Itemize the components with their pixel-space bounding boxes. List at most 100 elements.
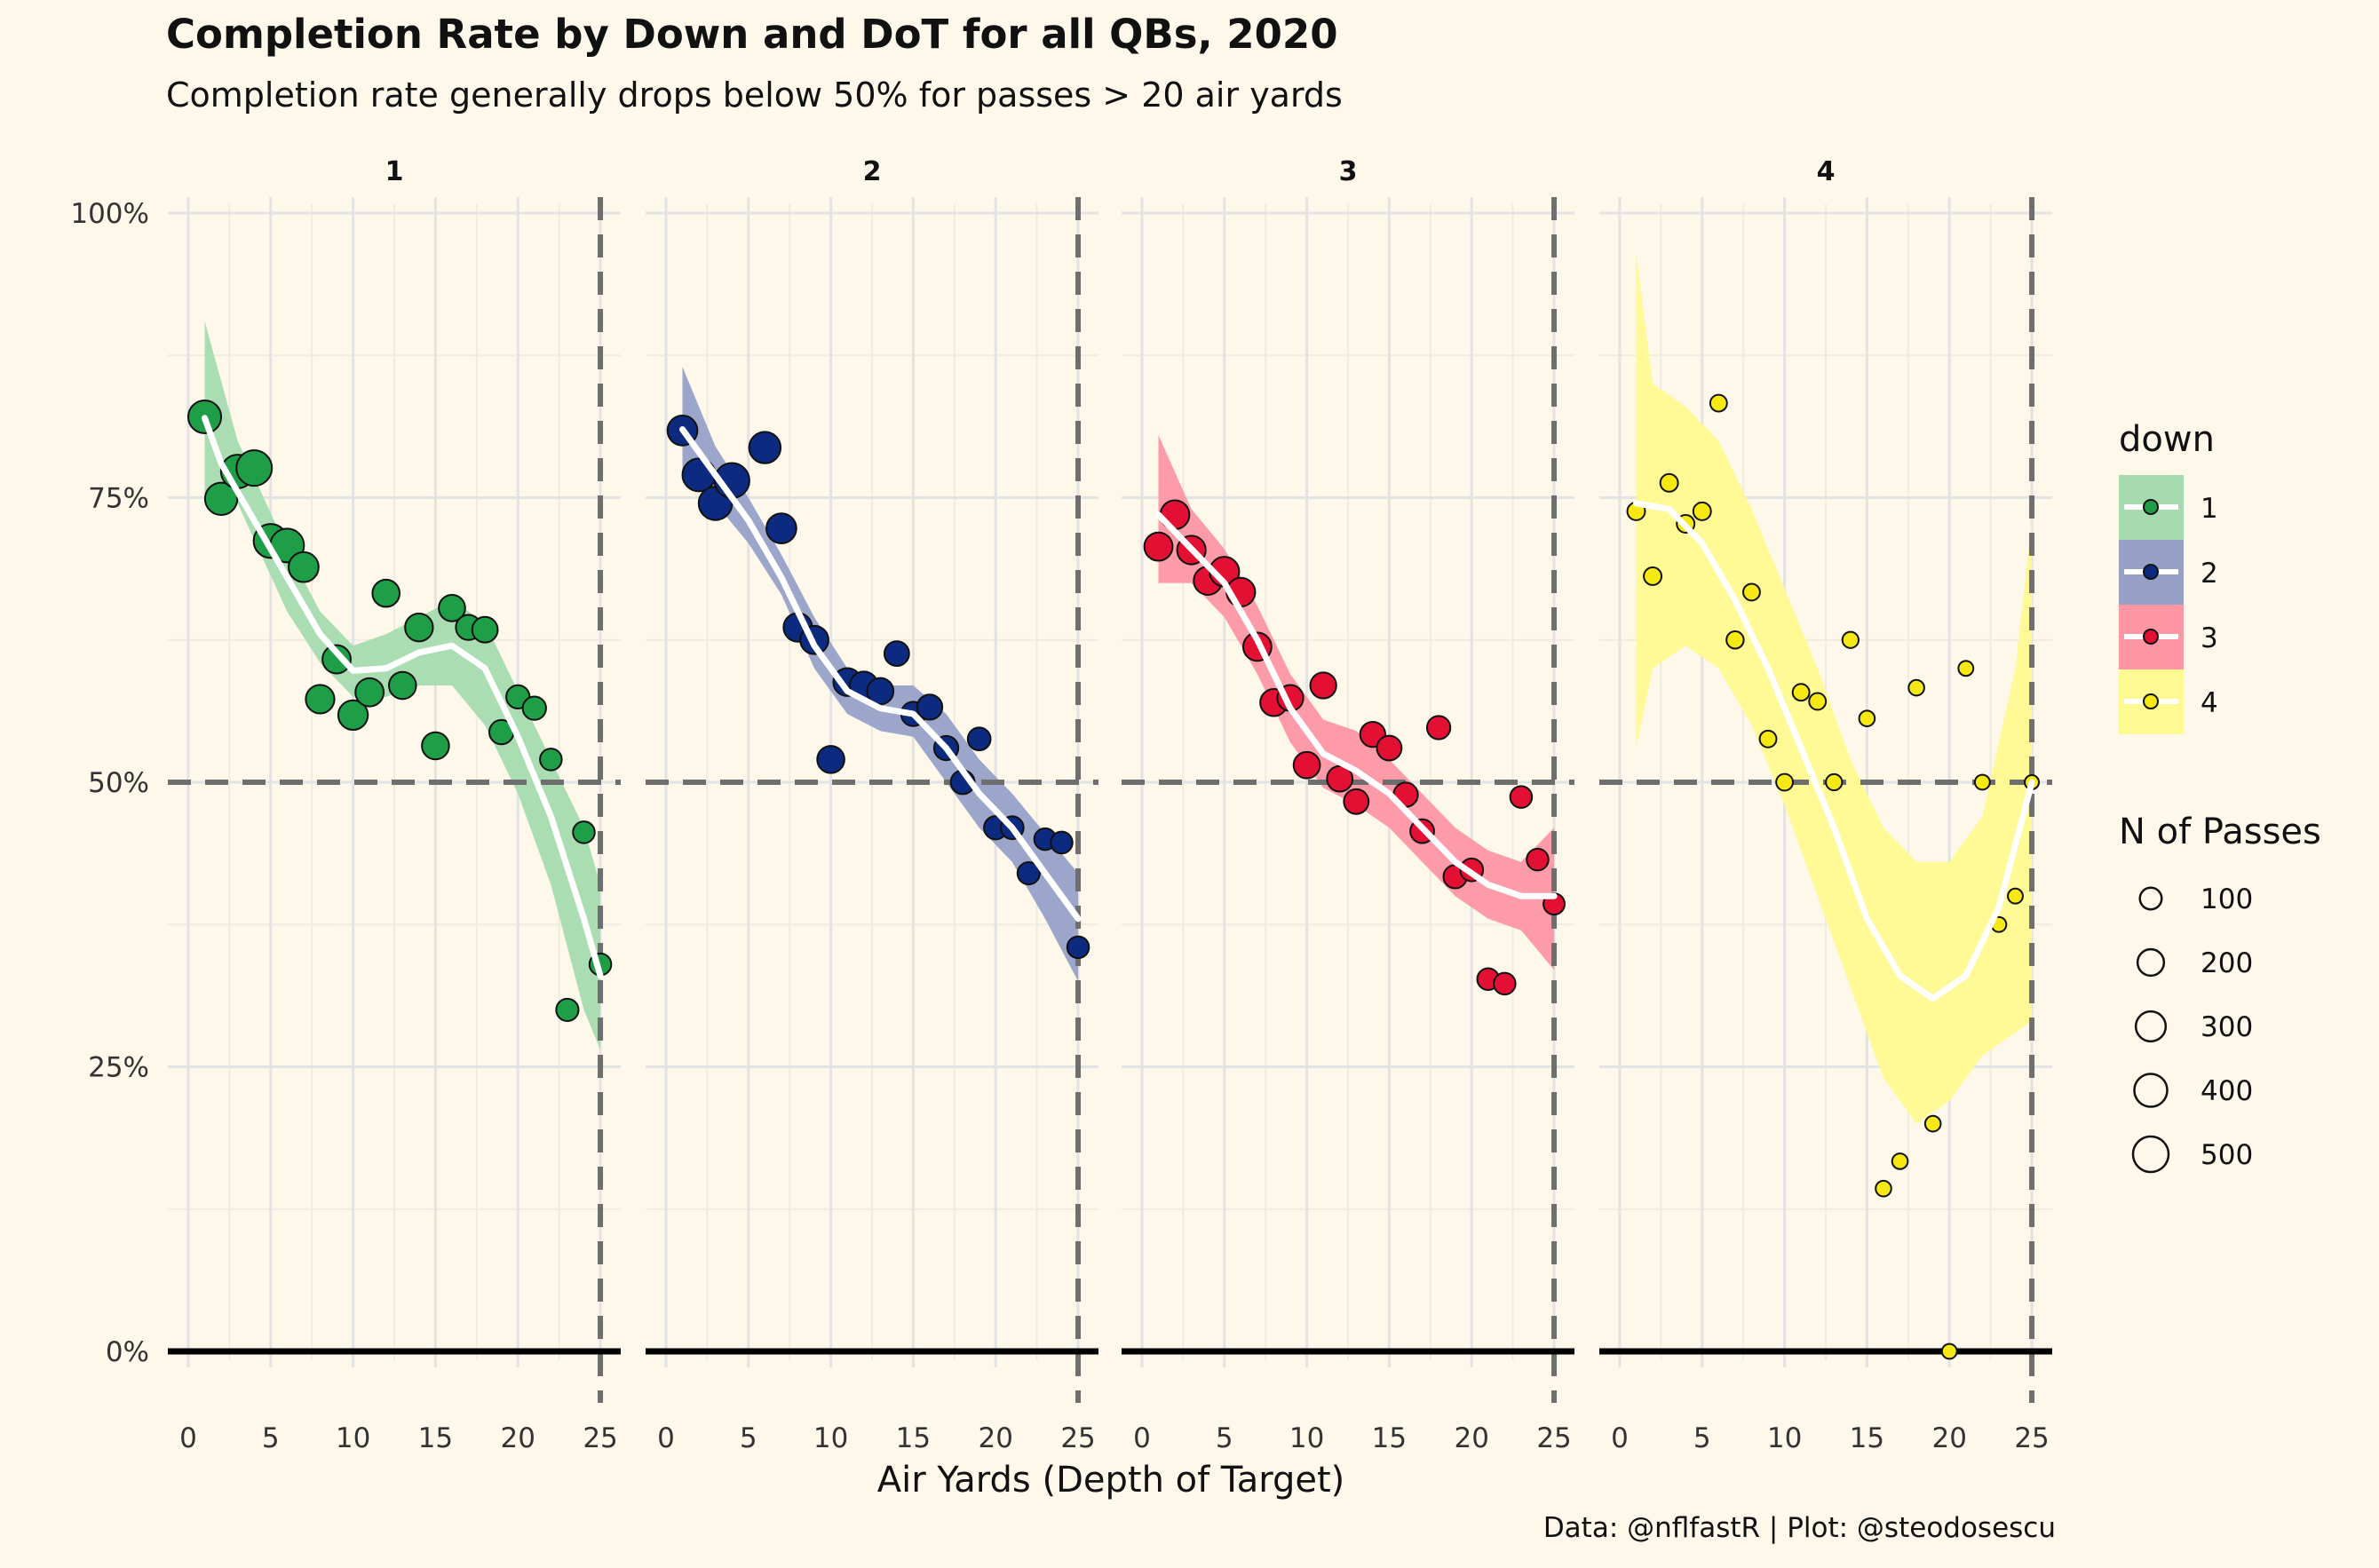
data-point (235, 449, 274, 487)
x-tick-label: 25 (1536, 1422, 1571, 1454)
data-point (1326, 764, 1354, 793)
data-point (816, 745, 845, 774)
chart-caption: Data: @nflfastR | Plot: @steodosescu (1542, 1512, 2056, 1544)
smooth-line (1633, 500, 2035, 1002)
data-point (1643, 566, 1663, 586)
x-tick-label: 5 (1216, 1422, 1233, 1454)
x-tick-label: 15 (418, 1422, 453, 1454)
x-tick-label: 15 (1372, 1422, 1407, 1454)
data-point (748, 431, 782, 464)
data-point (305, 684, 336, 715)
data-point (1825, 772, 1844, 792)
panel-strip-label: 1 (385, 156, 404, 187)
data-point (1923, 1114, 1942, 1133)
y-tick-label: 75% (88, 483, 149, 515)
panel-1 (168, 197, 621, 1403)
data-point (1742, 582, 1761, 602)
y-tick-label: 0% (106, 1336, 149, 1368)
data-point (1891, 1152, 1909, 1170)
data-point (1758, 729, 1778, 748)
data-point (1709, 393, 1728, 413)
data-point (1016, 860, 1041, 886)
data-point (354, 677, 385, 708)
panel-strip-label: 4 (1817, 156, 1836, 187)
panel-strip-label: 2 (863, 156, 882, 187)
data-point (866, 677, 895, 706)
panel-4 (1599, 197, 2052, 1403)
data-point (438, 593, 466, 622)
legend-size-label: 100 (2201, 883, 2253, 915)
x-tick-label: 10 (336, 1422, 370, 1454)
legend-size-circle (2136, 947, 2166, 978)
data-point (1875, 1179, 1892, 1198)
data-point (387, 670, 417, 701)
panel-3 (1122, 197, 1574, 1403)
panel-2 (646, 197, 1098, 1403)
x-tick-label: 20 (1932, 1422, 1967, 1454)
chart-title: Completion Rate by Down and DoT for all … (166, 11, 1338, 58)
x-tick-label: 5 (262, 1422, 280, 1454)
legend-size-circle (2138, 886, 2163, 911)
legend-key-point (2143, 499, 2159, 515)
data-point (555, 997, 580, 1022)
data-point (1940, 1342, 1958, 1360)
x-axis-title: Air Yards (Depth of Target) (877, 1460, 1345, 1501)
x-tick-label: 10 (1767, 1422, 1802, 1454)
data-point (539, 748, 563, 772)
smooth-line (202, 415, 604, 979)
data-point (916, 693, 944, 721)
data-point (1858, 709, 1876, 728)
data-point (1725, 630, 1745, 650)
x-tick-label: 20 (1455, 1422, 1489, 1454)
x-tick-label: 15 (896, 1422, 931, 1454)
data-point (1376, 734, 1403, 762)
panel-strip-label: 3 (1339, 156, 1358, 187)
data-point (1907, 678, 1925, 697)
x-tick-label: 10 (813, 1422, 848, 1454)
data-point (421, 731, 450, 761)
legend-size-label: 300 (2201, 1011, 2253, 1043)
x-tick-label: 25 (1060, 1422, 1095, 1454)
data-point (203, 481, 239, 516)
legend-key-point (2143, 693, 2159, 709)
data-point (337, 699, 369, 732)
legend-size-circle (2134, 1010, 2168, 1043)
data-point (404, 612, 434, 643)
data-point (1808, 692, 1828, 711)
data-point (1526, 847, 1550, 872)
data-point (1841, 630, 1860, 649)
data-point (2007, 887, 2024, 905)
confidence-band (1636, 252, 2033, 1124)
data-point (1692, 501, 1712, 521)
data-point (1425, 715, 1452, 740)
data-point (1973, 773, 1991, 791)
data-point (1493, 971, 1517, 996)
data-point (1775, 772, 1795, 792)
y-tick-label: 25% (88, 1052, 149, 1084)
data-point (1343, 788, 1370, 815)
data-point (371, 578, 401, 608)
legend-key-point (2143, 564, 2159, 580)
data-point (572, 820, 596, 844)
data-point (321, 644, 352, 675)
legend-color-title: down (2119, 419, 2215, 460)
data-point (1309, 671, 1337, 700)
data-point (471, 615, 499, 644)
legend-size-circle (2131, 1135, 2170, 1174)
y-tick-label: 100% (70, 198, 149, 230)
legend-size (2131, 886, 2170, 1174)
data-point (883, 640, 910, 668)
x-tick-label: 20 (979, 1422, 1013, 1454)
data-point (521, 695, 547, 721)
data-point (1509, 785, 1534, 809)
legend-label: 1 (2201, 493, 2218, 525)
x-tick-label: 5 (1693, 1422, 1711, 1454)
legend-label: 3 (2201, 622, 2218, 654)
data-point (765, 512, 797, 544)
legend-key-point (2143, 629, 2159, 645)
legend-label: 2 (2201, 558, 2218, 590)
legend-size-circle (2133, 1073, 2169, 1108)
data-point (966, 726, 992, 752)
data-point (1143, 531, 1174, 562)
